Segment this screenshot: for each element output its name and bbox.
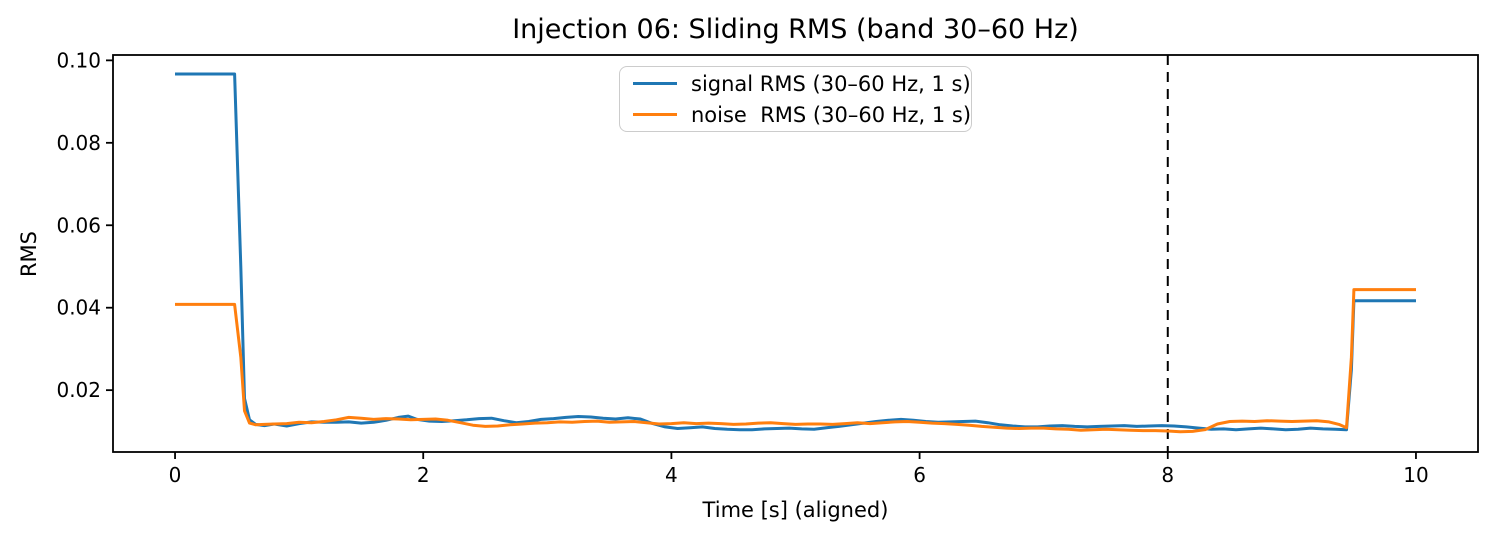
legend: signal RMS (30–60 Hz, 1 s) noise RMS (30…	[619, 66, 972, 132]
legend-item-noise: noise RMS (30–60 Hz, 1 s)	[633, 103, 971, 127]
x-tick-label: 6	[913, 463, 926, 487]
legend-item-signal: signal RMS (30–60 Hz, 1 s)	[633, 72, 971, 96]
x-tick-label: 10	[1403, 463, 1428, 487]
noise-rms-line	[175, 288, 1416, 434]
x-tick-label: 2	[417, 463, 430, 487]
legend-label-signal: signal RMS (30–60 Hz, 1 s)	[691, 71, 971, 96]
y-tick-label: 0.02	[56, 378, 101, 402]
chart-title: Injection 06: Sliding RMS (band 30–60 Hz…	[512, 14, 1079, 45]
x-tick-label: 4	[665, 463, 678, 487]
legend-label-noise: noise RMS (30–60 Hz, 1 s)	[691, 102, 972, 127]
y-tick-label: 0.04	[56, 296, 101, 320]
y-axis-label: RMS	[17, 230, 41, 278]
y-tick-label: 0.08	[56, 131, 101, 155]
noise-line-swatch	[633, 113, 677, 116]
plot-border	[112, 54, 1479, 453]
y-tick-label: 0.06	[56, 213, 101, 237]
x-tick-label: 8	[1161, 463, 1174, 487]
y-tick-label: 0.10	[56, 48, 101, 72]
signal-line-swatch	[633, 82, 677, 85]
x-axis-label: Time [s] (aligned)	[702, 498, 889, 522]
x-tick-label: 0	[169, 463, 182, 487]
